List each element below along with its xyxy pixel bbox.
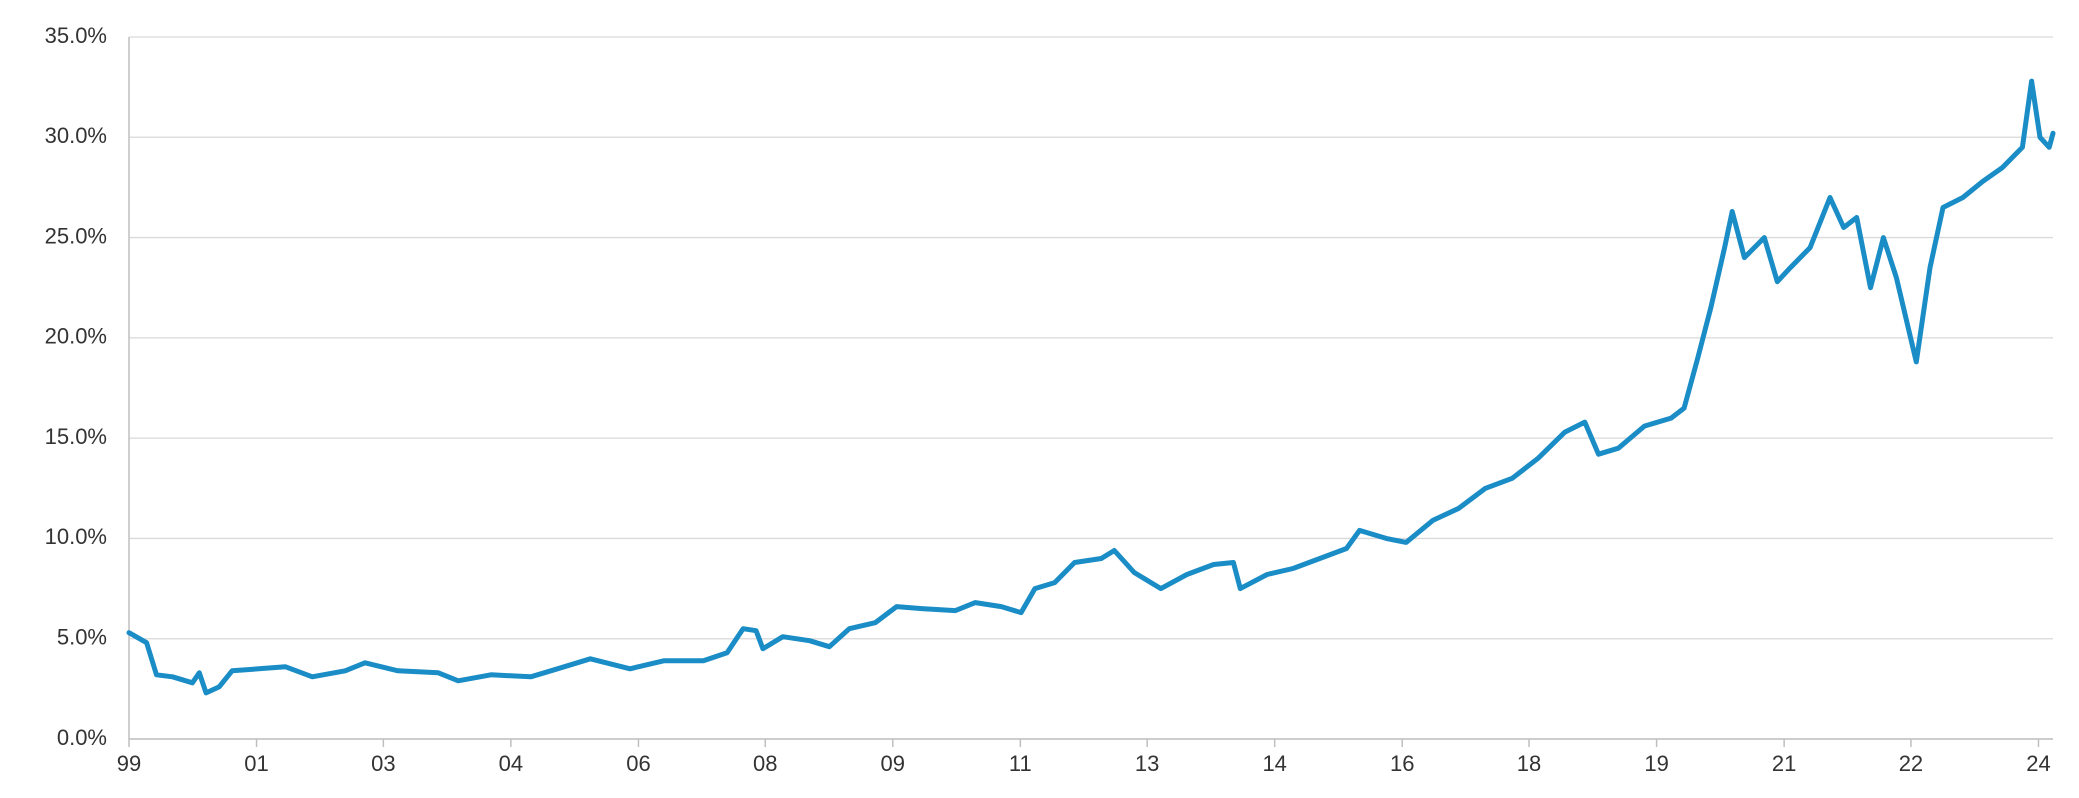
x-tick-label: 13 (1135, 751, 1159, 776)
y-tick-label: 10.0% (45, 524, 107, 549)
x-tick-label: 16 (1390, 751, 1414, 776)
x-tick-label: 03 (371, 751, 395, 776)
line-series (126, 78, 2056, 696)
y-tick-label: 20.0% (45, 324, 107, 349)
x-tick-label: 21 (1772, 751, 1796, 776)
y-tick-label: 0.0% (57, 725, 107, 750)
x-tick-label: 24 (2026, 751, 2050, 776)
y-tick-label: 15.0% (45, 424, 107, 449)
x-tick-label: 14 (1262, 751, 1286, 776)
x-tick-label: 18 (1517, 751, 1541, 776)
x-tick-label: 06 (626, 751, 650, 776)
x-tick-label: 11 (1009, 751, 1032, 776)
x-tick-label: 19 (1644, 751, 1668, 776)
x-tick-label: 99 (117, 751, 141, 776)
x-tick-label: 01 (244, 751, 268, 776)
x-tick-label: 22 (1899, 751, 1923, 776)
y-tick-label: 25.0% (45, 223, 107, 248)
x-tick-label: 04 (499, 751, 523, 776)
y-tick-label: 30.0% (45, 123, 107, 148)
y-tick-label: 35.0% (45, 23, 107, 48)
x-tick-label: 08 (753, 751, 777, 776)
x-tick-label: 09 (881, 751, 905, 776)
y-tick-label: 5.0% (57, 625, 107, 650)
